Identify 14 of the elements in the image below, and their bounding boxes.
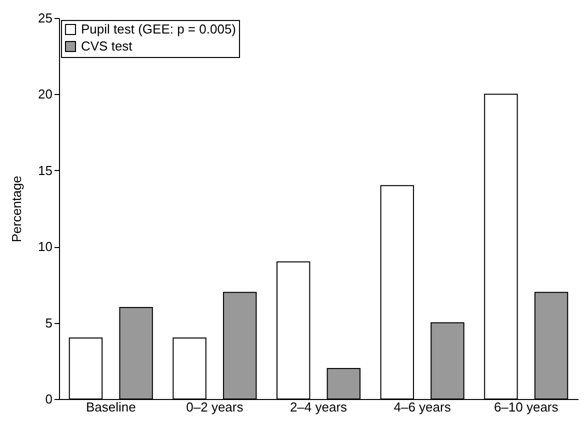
x-tick-label: 6–10 years	[494, 400, 559, 414]
y-tick-label: 15	[38, 162, 52, 178]
x-tick-label: 2–4 years	[290, 400, 348, 414]
y-tick-label: 0	[45, 392, 52, 406]
y-tick-label: 10	[38, 239, 52, 254]
y-tick-label: 25	[38, 10, 52, 26]
y-tick-label: 20	[38, 86, 52, 102]
legend-label: CVS test	[81, 38, 133, 54]
y-axis-title: Percentage	[9, 176, 24, 242]
x-tick-label: 4–6 years	[394, 400, 452, 414]
y-tick-label: 5	[45, 315, 52, 330]
legend-label: Pupil test (GEE: p = 0.005)	[81, 22, 236, 36]
x-tick-label: 0–2 years	[186, 400, 244, 414]
x-tick-label: Baseline	[86, 400, 136, 414]
